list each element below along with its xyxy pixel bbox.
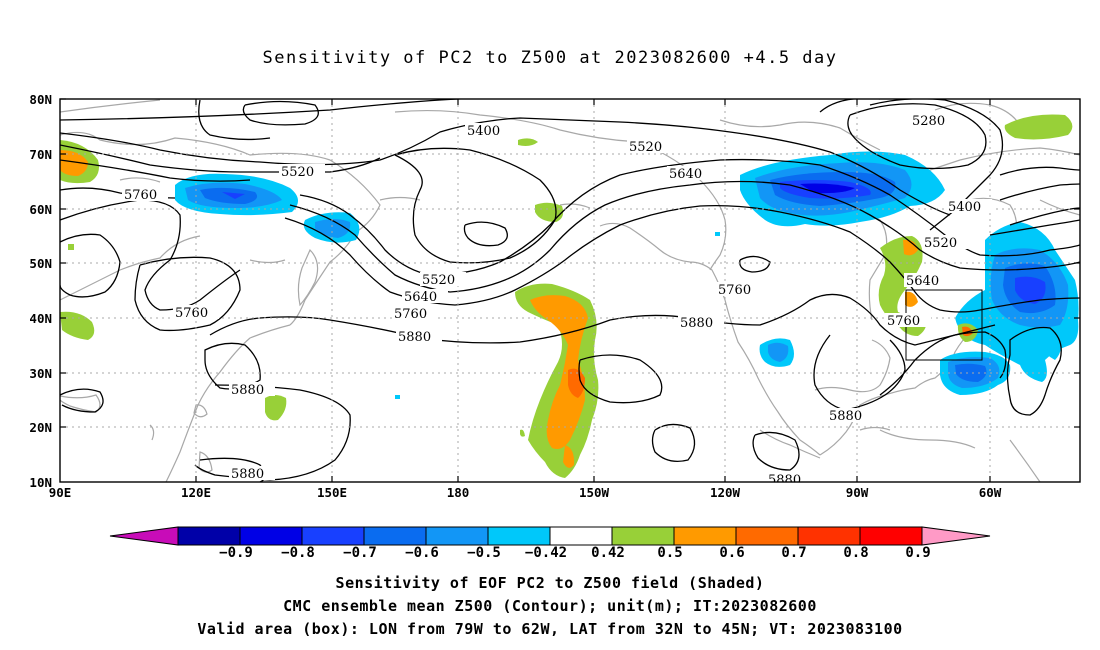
contour-label: 5880 [768,473,801,488]
colorbar-label: 0.6 [719,545,744,561]
contour-label: 5760 [718,283,751,298]
contour-label: 5520 [422,273,455,288]
colorbar: −0.9 −0.8 −0.7 −0.6 −0.5 −0.42 0.42 0.5 0.6 0.7 0.… [109,526,991,561]
colorbar-label: 0.9 [905,545,930,561]
lat-label: 50N [29,256,52,271]
lat-label: 60N [29,202,52,217]
map-frame [59,98,1081,483]
lon-label: 150W [579,485,610,500]
lon-label: 60W [979,485,1002,500]
colorbar-bin [177,526,241,546]
lon-label: 90E [49,485,72,500]
lon-label: 150E [317,485,347,500]
contour-label: 5880 [398,330,431,345]
contour-label: 5880 [231,383,264,398]
contour-label: 5400 [948,200,981,215]
colorbar-bin [363,526,427,546]
contour-label: 5520 [281,165,314,180]
colorbar-below-triangle [109,526,179,546]
colorbar-bin [735,526,799,546]
contour-label: 5880 [829,409,862,424]
lon-label: 120E [181,485,211,500]
colorbar-bin [549,526,613,546]
colorbar-bin [611,526,675,546]
colorbar-label: −0.9 [219,545,253,561]
contour-label: 5280 [912,114,945,129]
contour-label: 5760 [394,307,427,322]
contour-label: 5760 [175,306,208,321]
lat-label: 10N [29,475,52,490]
colorbar-bin [797,526,861,546]
lon-label: 90W [846,485,869,500]
colorbar-label: −0.8 [281,545,315,561]
lat-label: 20N [29,420,52,435]
colorbar-bin [301,526,365,546]
contour-label: 5880 [680,316,713,331]
colorbar-bin [673,526,737,546]
contour-label: 5880 [231,467,264,482]
lat-label: 30N [29,366,52,381]
colorbar-bin [487,526,551,546]
colorbar-label: −0.5 [467,545,501,561]
lat-label: 70N [29,147,52,162]
contour-label: 5400 [467,124,500,139]
lat-label: 80N [29,92,52,107]
caption-shading: Sensitivity of EOF PC2 to Z500 field (Sh… [335,574,765,592]
contour-label: 5760 [887,314,920,329]
contour-label: 5640 [404,290,437,305]
caption-valid-area: Valid area (box): LON from 79W to 62W, L… [197,620,903,638]
contour-label: 5640 [669,167,702,182]
colorbar-above-triangle [921,526,991,546]
colorbar-label: 0.42 [591,545,625,561]
colorbar-label: 0.7 [781,545,806,561]
lon-label: 180 [447,485,470,500]
colorbar-bin [425,526,489,546]
colorbar-label: −0.7 [343,545,377,561]
colorbar-bin [239,526,303,546]
contour-label: 5520 [629,140,662,155]
lon-label: 120W [710,485,741,500]
colorbar-label: 0.5 [657,545,682,561]
map-title: Sensitivity of PC2 to Z500 at 2023082600… [262,48,838,68]
lat-label: 40N [29,311,52,326]
colorbar-label: −0.6 [405,545,439,561]
contour-label: 5520 [924,236,957,251]
colorbar-label: 0.8 [843,545,868,561]
contour-label: 5760 [124,188,157,203]
colorbar-label: −0.42 [525,545,567,561]
colorbar-bin [859,526,923,546]
caption-contour: CMC ensemble mean Z500 (Contour); unit(m… [283,597,817,615]
axis-ticks [60,98,1080,482]
contour-label: 5640 [906,274,939,289]
